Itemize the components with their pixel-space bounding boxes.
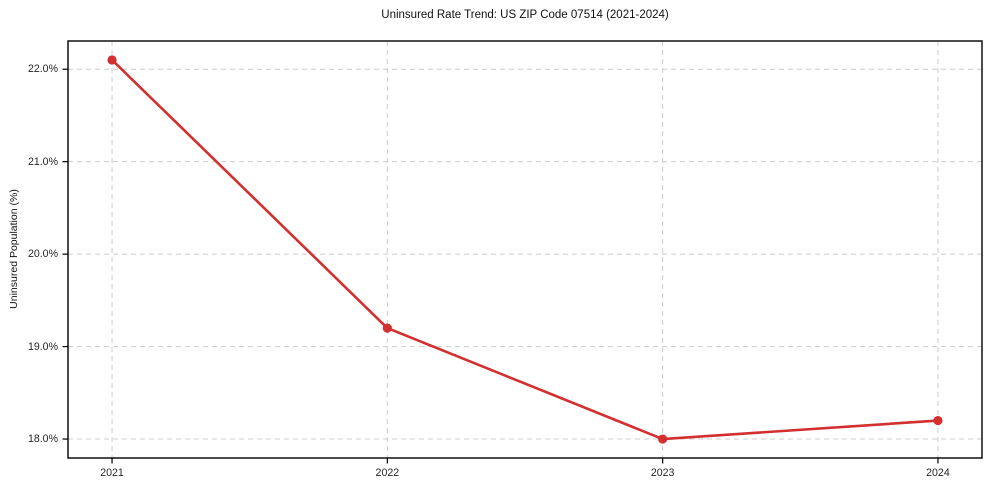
chart-title: Uninsured Rate Trend: US ZIP Code 07514 … — [381, 9, 669, 21]
y-tick-label: 22.0% — [27, 63, 58, 76]
data-point-2023 — [658, 434, 668, 444]
plot-border — [67, 40, 983, 459]
y-tick-label: 18.0% — [27, 433, 58, 446]
x-tick-label: 2021 — [100, 467, 124, 479]
x-tick-label: 2022 — [375, 467, 400, 479]
plot-area — [62, 40, 983, 464]
y-tick-label: 19.0% — [27, 340, 58, 353]
x-tick-label: 2023 — [650, 467, 675, 479]
data-point-2021 — [107, 55, 117, 65]
data-point-2022 — [382, 323, 392, 333]
trend-line — [110, 58, 940, 441]
y-tick-label: 20.0% — [27, 248, 58, 261]
y-tick-label: 21.0% — [27, 155, 58, 168]
x-tick-label: 2024 — [926, 467, 950, 479]
data-point-2024 — [933, 415, 943, 426]
